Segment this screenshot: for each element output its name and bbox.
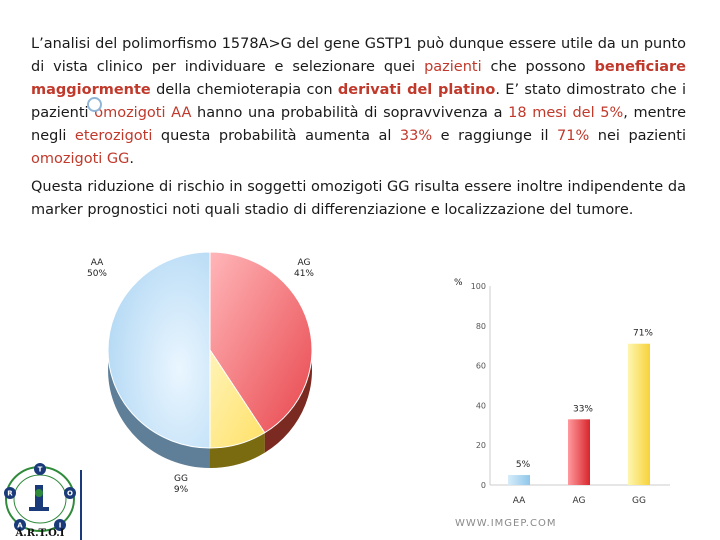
text-segment: che possono — [481, 59, 595, 75]
text-segment: pazienti — [424, 59, 482, 75]
pie-slice-ag — [209, 251, 313, 434]
y-tick-label: 100 — [471, 282, 486, 291]
y-tick-label: 80 — [476, 322, 486, 331]
text-segment: 33% — [399, 128, 433, 144]
logo-letter: O — [67, 490, 73, 498]
logo-letter: A — [17, 522, 23, 530]
paragraph-analysis: L’analisi del polimorfismo 1578A>G del g… — [31, 33, 686, 171]
bar-ag — [568, 419, 590, 485]
x-tick-label: GG — [632, 496, 646, 506]
logo-letter: I — [59, 522, 62, 530]
text-segment: 18 mesi del 5% — [508, 105, 624, 121]
text-segment: nei pazienti — [589, 128, 687, 144]
artoi-logo: T R O A I — [4, 463, 76, 532]
y-axis-label: % — [454, 278, 463, 288]
text-segment: omozigoti AA — [94, 105, 192, 121]
data-label: 71% — [633, 329, 653, 339]
paragraph-risk-reduction: Questa riduzione di rischio in soggetti … — [31, 179, 686, 218]
text-segment: eterozigoti — [74, 128, 153, 144]
x-tick-label: AA — [513, 496, 526, 506]
text-segment: beneficiare maggiormente — [31, 59, 687, 98]
text-segment: 71% — [557, 128, 590, 144]
pie-label-ag: AG 41% — [293, 258, 314, 279]
text-segment: derivati del platino — [337, 82, 496, 98]
decorative-ring — [87, 97, 102, 112]
logo-divider — [80, 470, 82, 540]
text-segment: omozigoti GG — [31, 151, 130, 167]
text-segment: hanno una probabilità di sopravvivenza a — [191, 105, 509, 121]
y-tick-label: 0 — [481, 481, 486, 490]
text-segment: . — [129, 151, 134, 167]
x-tick-label: AG — [573, 496, 586, 506]
logo-letter: T — [38, 466, 43, 474]
bar-chart: % 0 20 40 60 80 100 5% AA 33% AG 71% GG — [454, 278, 670, 506]
footer-url: WWW.IMGEP.COM — [455, 518, 557, 529]
pie-label-gg: GG 9% — [173, 474, 189, 495]
text-segment: L’analisi del polimorfismo 1578A>G del g… — [31, 36, 686, 75]
pie-chart — [107, 251, 313, 468]
logo-letter: R — [7, 490, 13, 498]
pie-slice-aa — [107, 251, 211, 449]
text-segment: , mentre negli — [31, 105, 686, 144]
text-segment: . E’ stato dimostrato che i pazienti — [31, 82, 687, 121]
y-tick-label: 40 — [476, 401, 486, 410]
y-tick-label: 60 — [476, 362, 486, 371]
text-segment: della chemioterapia con — [150, 82, 338, 98]
bar-aa — [508, 475, 530, 485]
bar-gg — [628, 343, 650, 485]
text-segment: e raggiunge il — [432, 128, 558, 144]
data-label: 33% — [573, 404, 593, 414]
y-tick-label: 20 — [476, 441, 486, 450]
text-segment: questa probabilità aumenta al — [152, 128, 400, 144]
pie-label-aa: AA 50% — [86, 258, 107, 279]
data-label: 5% — [516, 460, 531, 470]
logo-text: A.R.T.O.I — [15, 528, 65, 539]
